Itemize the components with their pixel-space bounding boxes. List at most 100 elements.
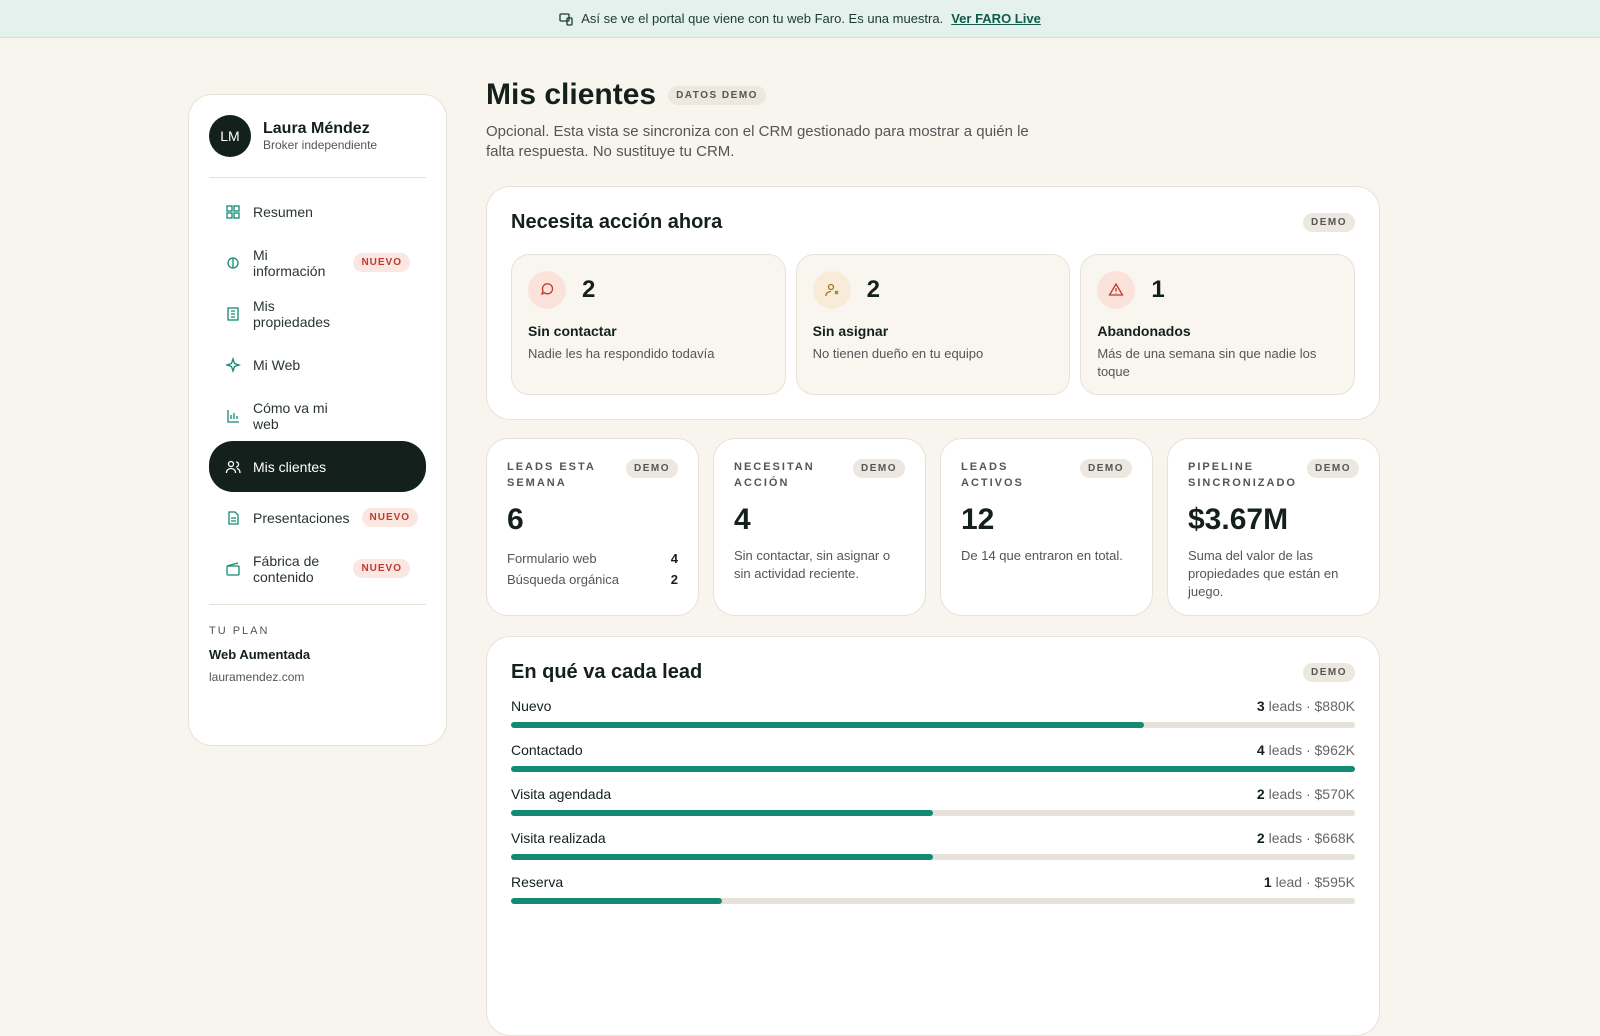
badge: NUEVO — [353, 559, 410, 578]
nav-label: Cómo va mi web — [253, 399, 328, 432]
stat-card: PIPELINE SINCRONIZADO DEMO $3.67M Suma del … — [1167, 438, 1380, 616]
nav-label: Mi Web — [253, 356, 301, 373]
plan-heading: TU PLAN — [209, 625, 270, 637]
banner-icon — [559, 12, 573, 26]
stat-label: LEADS ESTA SEMANA — [507, 461, 596, 489]
nav-item[interactable]: Cómo va mi web — [209, 390, 426, 441]
breakdown-row: Búsqueda orgánica 2 — [507, 572, 678, 587]
user-role: Broker independiente — [263, 138, 378, 152]
stage-head: Reserva 1 lead · $595K — [511, 874, 1355, 890]
card-label: Sin asignar — [812, 323, 889, 339]
stat-desc: Sin contactar, sin asignar o sin activid… — [734, 548, 891, 581]
card-top: 2 — [812, 271, 1054, 309]
stage-head: Contactado 4 leads · $962K — [511, 742, 1355, 758]
nav-icon — [225, 460, 241, 473]
stage-head: Visita realizada 2 leads · $668K — [511, 830, 1355, 846]
tag: DEMO — [626, 459, 678, 478]
nav-icon — [227, 256, 239, 269]
stage-bar — [511, 722, 1144, 728]
breakdown-value: 4 — [670, 551, 678, 566]
nav-label: Resumen — [253, 203, 313, 220]
nav-item[interactable]: Fábrica de contenido NUEVO — [209, 543, 426, 594]
stage-head: Nuevo 3 leads · $880K — [511, 698, 1355, 714]
nav-item[interactable]: Presentaciones NUEVO — [209, 492, 426, 543]
tag: DEMO — [1080, 459, 1132, 478]
nav-item[interactable]: Mis propiedades — [209, 288, 426, 339]
nav-icon — [226, 561, 240, 576]
nav-icon — [227, 409, 239, 423]
stage-summary: 3 leads · $880K — [1257, 698, 1355, 714]
plan-domain: lauramendez.com — [209, 670, 305, 684]
banner-text: Así se ve el portal que viene con tu web… — [581, 11, 944, 26]
description: Opcional. Esta vista se sincroniza con e… — [486, 123, 1029, 160]
tag: DEMO — [1303, 213, 1355, 232]
plan-name: Web Aumentada — [209, 647, 311, 662]
nav-icon — [228, 510, 239, 525]
card-desc: Nadie les ha respondido todavía — [528, 346, 715, 361]
stat-label: NECESITAN ACCIÓN — [734, 461, 815, 489]
plan: TU PLAN Web Aumentada lauramendez.com — [209, 604, 426, 684]
avatar: LM — [209, 115, 251, 157]
stage-rest: leads · $880K — [1268, 698, 1355, 714]
nav-item[interactable]: Mi información NUEVO — [209, 237, 426, 288]
card-desc: No tienen dueño en tu equipo — [812, 346, 984, 361]
stage-summary: 2 leads · $570K — [1257, 786, 1355, 802]
stage-row: Contactado 4 leads · $962K — [511, 742, 1355, 772]
action-card: 2 Sin asignar No tienen dueño en tu equipo — [795, 254, 1071, 395]
stage-name: Contactado — [511, 742, 583, 758]
stage-bar — [511, 898, 722, 904]
nav-icon — [226, 204, 240, 219]
stage-bar — [511, 854, 933, 860]
stage-count: 2 — [1256, 830, 1265, 846]
stage-rest: leads · $668K — [1268, 830, 1355, 846]
pipeline-panel: En qué va cada lead DEMO Nuevo 3 leads · $… — [486, 636, 1380, 1036]
stat-card: NECESITAN ACCIÓN DEMO 4 Sin contactar, sin … — [713, 438, 926, 616]
card-icon — [1097, 271, 1136, 309]
profile: LM Laura Méndez Broker independiente — [209, 115, 426, 157]
stage-row: Reserva 1 lead · $595K — [511, 874, 1355, 904]
page-header: Mis clientes DATOS DEMO — [486, 78, 1380, 112]
stage-count: 2 — [1256, 786, 1265, 802]
stage-track — [511, 722, 1355, 728]
nav-label: Mis clientes — [253, 458, 327, 475]
stat-head: PIPELINE SINCRONIZADO DEMO — [1188, 459, 1359, 491]
panel-title: En qué va cada lead — [511, 661, 703, 683]
tag: DATOS DEMO — [668, 85, 766, 105]
stat-value: 4 — [734, 503, 751, 536]
stage-name: Visita agendada — [511, 786, 612, 802]
stat-head: LEADS ACTIVOS DEMO — [961, 459, 1132, 491]
card-count: 1 — [1151, 276, 1165, 303]
tag: DEMO — [853, 459, 905, 478]
card-icon — [528, 271, 566, 309]
card-desc: Más de una semana sin que nadie los toqu… — [1097, 346, 1317, 379]
stage-name: Reserva — [511, 874, 564, 890]
nav-label: Mis propiedades — [253, 297, 331, 330]
stat-head: LEADS ESTA SEMANA DEMO — [507, 459, 678, 491]
card-label: Sin contactar — [528, 323, 617, 339]
nav-item[interactable]: Mis clientes — [209, 441, 426, 492]
nav-item[interactable]: Mi Web — [209, 339, 426, 390]
nav-item[interactable]: Resumen — [209, 186, 426, 237]
user-name: Laura Méndez — [263, 120, 370, 137]
nav-icon — [227, 306, 239, 321]
badge: NUEVO — [353, 253, 410, 272]
nav-label: Mi información — [253, 246, 326, 279]
stage-row: Visita realizada 2 leads · $668K — [511, 830, 1355, 860]
stat-desc: De 14 que entraron en total. — [961, 548, 1123, 563]
card-top: 1 — [1097, 271, 1338, 309]
stage-summary: 1 lead · $595K — [1264, 874, 1355, 890]
stat-value: 12 — [961, 503, 995, 536]
breakdown-row: Formulario web 4 — [507, 551, 678, 566]
tag: DEMO — [1307, 459, 1359, 478]
banner-link[interactable]: Ver FARO Live — [951, 11, 1041, 26]
stage-count: 4 — [1256, 742, 1265, 758]
breakdown-label: Formulario web — [507, 551, 597, 566]
card-top: 2 — [528, 271, 769, 309]
stat-label: LEADS ACTIVOS — [961, 461, 1024, 489]
card-label: Abandonados — [1097, 323, 1191, 339]
stat-head: NECESITAN ACCIÓN DEMO — [734, 459, 905, 491]
stage-track — [511, 898, 1355, 904]
stage-track — [511, 766, 1355, 772]
panel-title: Necesita acción ahora — [511, 211, 723, 233]
